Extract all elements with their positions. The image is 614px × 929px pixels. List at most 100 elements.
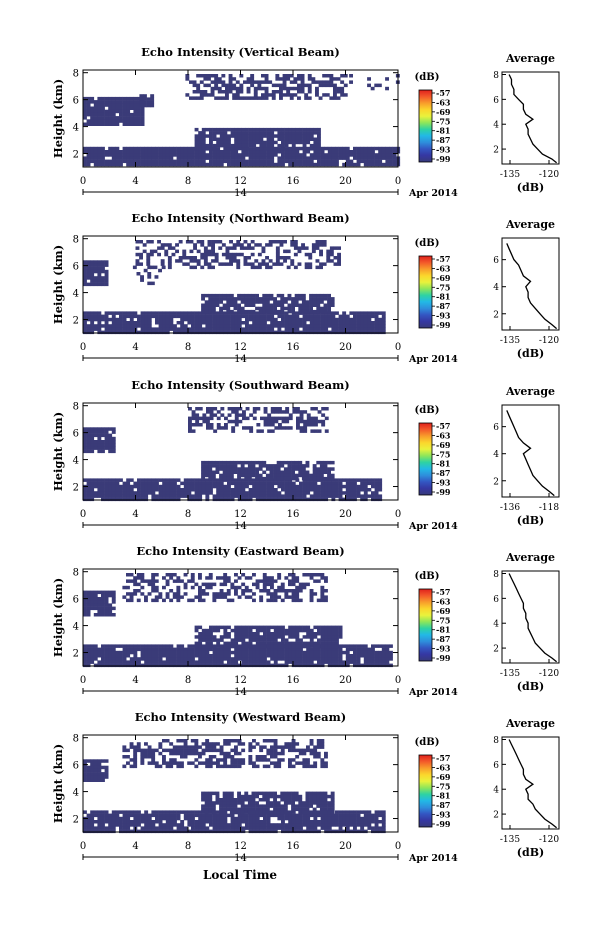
echo-cell: [360, 159, 365, 164]
echo-cell: [281, 641, 285, 646]
echo-cell: [97, 273, 102, 277]
echo-cell: [265, 464, 270, 468]
echo-cell: [154, 579, 159, 583]
echo-cell: [126, 327, 131, 331]
echo-cell: [314, 416, 318, 421]
echo-cell: [291, 625, 296, 630]
echo-cell: [151, 598, 156, 603]
echo-cell: [241, 143, 246, 148]
echo-cell: [216, 153, 221, 157]
echo-cell: [188, 419, 192, 424]
echo-cell: [237, 632, 242, 636]
echo-cell: [306, 484, 311, 489]
echo-cell: [139, 97, 144, 101]
echo-cell: [90, 650, 95, 655]
echo-cell: [294, 460, 299, 465]
echo-cell: [255, 660, 260, 664]
echo-cell: [232, 77, 237, 81]
echo-cell: [147, 265, 152, 270]
echo-cell: [122, 585, 127, 590]
echo-cell: [86, 103, 91, 107]
echo-cell: [360, 153, 365, 157]
echo-cell: [291, 162, 296, 167]
echo-cell: [288, 491, 293, 495]
echo-cell: [93, 314, 98, 319]
echo-cell: [108, 109, 113, 114]
echo-cell: [245, 657, 249, 661]
echo-cell: [284, 324, 289, 328]
x-tick-label: 20: [339, 342, 352, 353]
echo-cell: [353, 156, 357, 160]
echo-cell: [239, 252, 244, 257]
echo-cell: [342, 150, 347, 154]
echo-cell: [198, 321, 203, 325]
echo-cell: [230, 330, 235, 335]
echo-cell: [266, 660, 271, 664]
echo-cell: [317, 429, 322, 433]
echo-cell: [291, 467, 295, 471]
echo-cell: [209, 416, 214, 421]
echo-cell: [83, 600, 87, 604]
echo-cell: [83, 663, 87, 668]
echo-cell: [229, 309, 234, 314]
echo-cell: [371, 660, 375, 664]
echo-cell: [363, 816, 368, 821]
echo-cell: [149, 249, 154, 254]
echo-cell: [288, 137, 293, 141]
echo-cell: [298, 293, 303, 298]
echo-cell: [356, 321, 361, 325]
echo-cell: [278, 416, 282, 421]
echo-cell: [198, 663, 203, 668]
echo-cell: [297, 74, 301, 78]
y-tick-label: 6: [73, 429, 79, 440]
echo-cell: [262, 293, 267, 298]
echo-cell: [313, 625, 318, 630]
echo-cell: [173, 478, 177, 482]
echo-cell: [385, 153, 390, 157]
echo-cell: [329, 246, 334, 250]
echo-cell: [234, 650, 239, 655]
echo-cell: [349, 478, 354, 482]
echo-cell: [155, 159, 159, 164]
echo-cell: [212, 484, 217, 489]
echo-cell: [281, 134, 285, 138]
echo-cell: [169, 497, 174, 502]
echo-cell: [291, 324, 296, 328]
echo-cell: [183, 317, 188, 322]
echo-cell: [198, 416, 203, 421]
echo-cell: [133, 650, 138, 655]
echo-cell: [309, 826, 314, 830]
echo-cell: [104, 660, 109, 664]
echo-cell: [241, 638, 246, 642]
echo-cell: [111, 660, 116, 664]
echo-cell: [277, 494, 282, 498]
echo-cell: [209, 641, 213, 646]
echo-cell: [284, 134, 289, 138]
echo-cell: [129, 112, 134, 117]
echo-cell: [140, 106, 145, 110]
echo-cell: [349, 153, 354, 157]
echo-cell: [291, 464, 295, 468]
echo-cell: [302, 143, 307, 148]
echo-cell: [240, 297, 245, 301]
echo-cell: [212, 816, 217, 821]
panel-title: Echo Intensity (Eastward Beam): [136, 544, 344, 558]
echo-cell: [104, 103, 109, 107]
echo-cell: [219, 820, 224, 824]
echo-cell: [300, 83, 305, 88]
echo-cell: [126, 494, 131, 498]
echo-cell: [219, 497, 224, 502]
echo-cell: [273, 647, 278, 652]
echo-cell: [374, 478, 379, 482]
echo-cell: [223, 497, 228, 502]
echo-cell: [183, 159, 188, 164]
echo-cell: [90, 109, 95, 114]
echo-cell: [104, 826, 109, 830]
echo-cell: [97, 647, 102, 652]
echo-cell: [237, 813, 242, 818]
echo-cell: [270, 497, 275, 502]
echo-cell: [306, 140, 311, 145]
echo-cell: [385, 644, 390, 648]
echo-cell: [367, 321, 372, 325]
echo-cell: [101, 829, 105, 834]
